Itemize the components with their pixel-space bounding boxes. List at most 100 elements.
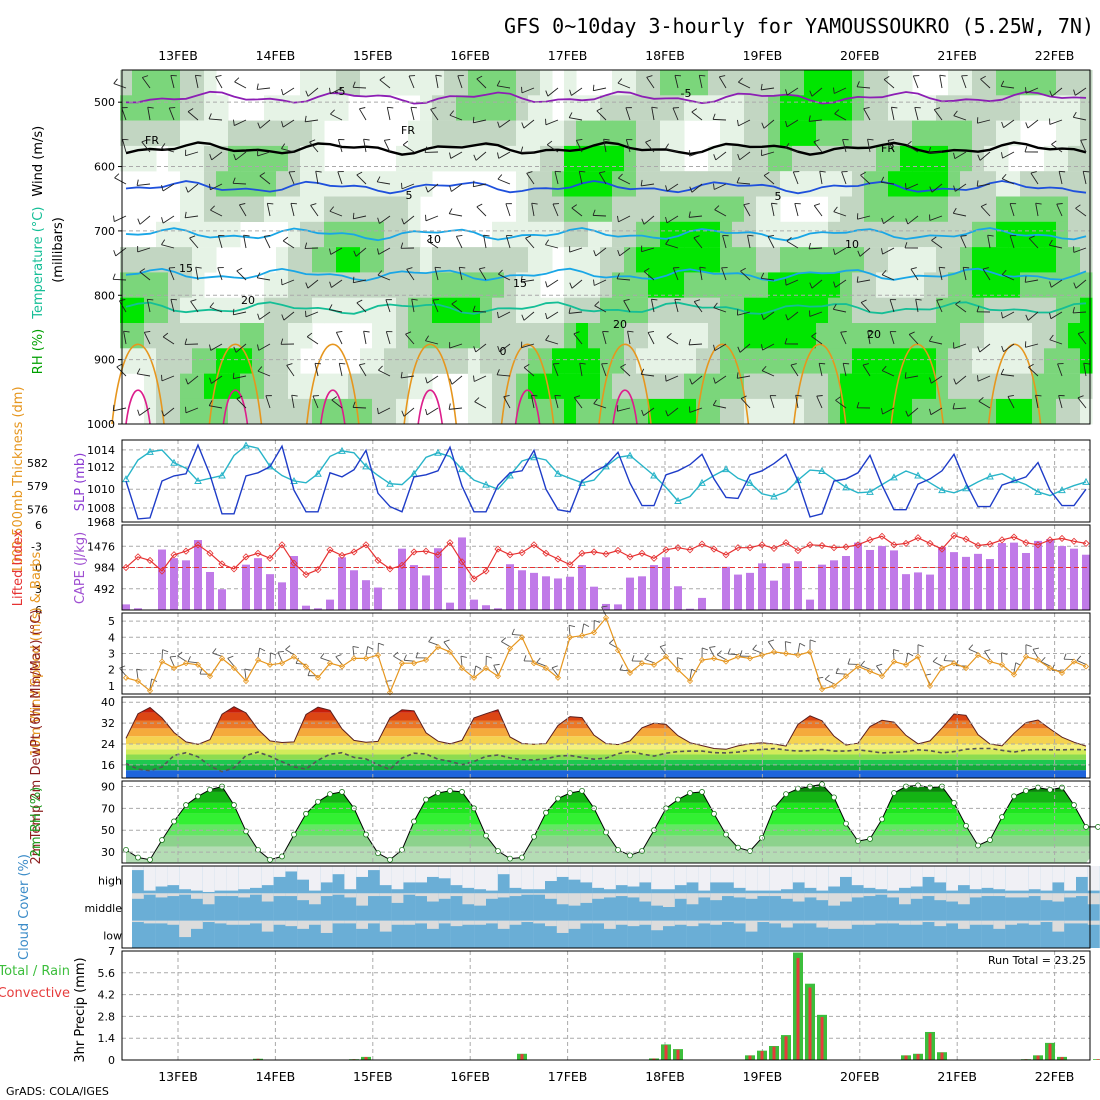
wind-barb	[595, 247, 607, 257]
cloud-cell-high	[368, 866, 380, 894]
cape-bar	[590, 586, 598, 610]
rh-shade-cell	[384, 297, 397, 324]
rh-shade-cell	[420, 95, 433, 121]
wind-barb-flag	[161, 410, 165, 417]
wind-barb-flag	[862, 363, 869, 366]
rh-shade-cell	[996, 171, 1009, 197]
wind-barb-flag	[521, 314, 525, 321]
wind-barb-flag	[1056, 203, 1063, 205]
wind-barb-flag	[592, 209, 596, 216]
wind-barb	[813, 141, 823, 153]
rh-shade-cell	[912, 348, 925, 374]
rh-shade-cell	[828, 373, 841, 400]
surface-wind-barb-flag	[187, 656, 191, 662]
cloud-clear-middle	[1052, 893, 1065, 902]
rh-shade-cell	[840, 247, 853, 273]
wind-barb-flag	[147, 298, 154, 301]
slp-line	[125, 443, 1087, 520]
rh-shade-cell	[1068, 70, 1081, 96]
wind-barb	[378, 407, 391, 415]
rh-shade-cell	[396, 221, 409, 248]
wind-barb-flag	[304, 115, 307, 122]
cloud-cell-middle	[545, 893, 557, 921]
lifted-index-marker	[638, 549, 646, 557]
wind-speed-marker	[266, 661, 274, 668]
rh-shade-cell	[756, 373, 769, 400]
rh-shade-cell	[144, 297, 157, 324]
rh-shade-cell	[468, 120, 481, 147]
wind-barb-flag	[526, 171, 533, 174]
rh-shade-cell	[936, 145, 949, 172]
cloud-clear-high	[533, 866, 546, 890]
cloud-clear-middle	[604, 893, 616, 898]
rh-marker	[447, 787, 453, 794]
cloud-clear-high	[202, 866, 215, 892]
wind-barb	[211, 151, 223, 161]
wind-barb-flag	[411, 298, 418, 301]
rh-shade-cell	[396, 145, 409, 172]
rh-shade-cell	[396, 348, 409, 374]
cloud-clear-middle	[910, 893, 923, 899]
surface-wind-barb	[892, 649, 895, 660]
lifted-index-marker	[206, 549, 214, 557]
wind-barb-flag	[931, 236, 937, 241]
cloud-clear-middle	[1087, 893, 1100, 905]
rh-shade-cell	[1056, 348, 1069, 374]
thickness-marker	[962, 484, 970, 492]
rh-shade-cell	[648, 145, 661, 172]
wind-barb-flag	[641, 218, 645, 225]
wind-barb	[257, 370, 271, 377]
wind-barb	[618, 177, 631, 185]
precip-background	[122, 951, 1090, 1060]
cloud-cell-middle	[804, 893, 817, 921]
wind-barb-flag	[435, 74, 442, 77]
cape-bar	[494, 608, 502, 610]
surface-wind-barb	[797, 643, 801, 654]
cloud-cell-middle	[320, 893, 333, 921]
contour-label: 0	[500, 345, 507, 358]
rh-shade-cell	[660, 171, 673, 197]
wind-barb-flag	[593, 250, 597, 257]
cloud-cell-low	[202, 920, 215, 948]
temp-band	[126, 754, 1086, 760]
rh-shade-cell	[408, 348, 421, 374]
wind-barb	[594, 279, 607, 286]
wind-barb-flag	[1035, 202, 1042, 205]
rh-shade-cell	[912, 323, 925, 349]
wind-barb	[378, 247, 391, 255]
rh-shade-cell	[720, 373, 733, 400]
rh-shade-cell	[720, 247, 733, 273]
rh-shade-cell	[840, 272, 853, 298]
rh-shade-cell	[624, 348, 637, 374]
cloud-clear-high	[828, 866, 841, 887]
cape-bar	[542, 576, 550, 610]
cloud-clear-high	[403, 866, 416, 883]
wind-speed-marker	[122, 674, 130, 681]
cape-bar	[374, 587, 382, 610]
cloud-cell-middle	[769, 893, 782, 921]
cloud-cell-middle	[415, 893, 428, 921]
surface-wind-barb-flag	[893, 649, 900, 652]
rh-shade-cell	[168, 95, 181, 121]
wind-barb-flag	[816, 395, 823, 397]
thickness-marker	[698, 478, 706, 486]
wind-speed-marker	[206, 673, 214, 680]
surface-wind-barb	[169, 656, 175, 667]
lifted-index-marker	[158, 567, 166, 575]
wind-barb-flag	[593, 398, 598, 404]
lifted-index-marker	[506, 551, 514, 559]
rh-shade-cell	[444, 145, 457, 172]
wind-barb	[1028, 238, 1039, 249]
rh-shade-cell	[624, 373, 637, 400]
rh-shade-cell	[240, 145, 253, 172]
rh-shade-cell	[1044, 348, 1057, 374]
wind-barb	[474, 375, 487, 382]
rh-shade-cell	[1056, 247, 1069, 273]
wind-barb-flag	[328, 304, 333, 310]
surface-wind-barb-flag	[536, 657, 541, 663]
cloud-cell-low	[450, 920, 463, 948]
wind-barb-flag	[737, 119, 739, 126]
surface-wind-barb-flag	[1025, 644, 1032, 647]
wind-barb	[161, 244, 175, 249]
wind-barb-flag	[236, 395, 243, 400]
